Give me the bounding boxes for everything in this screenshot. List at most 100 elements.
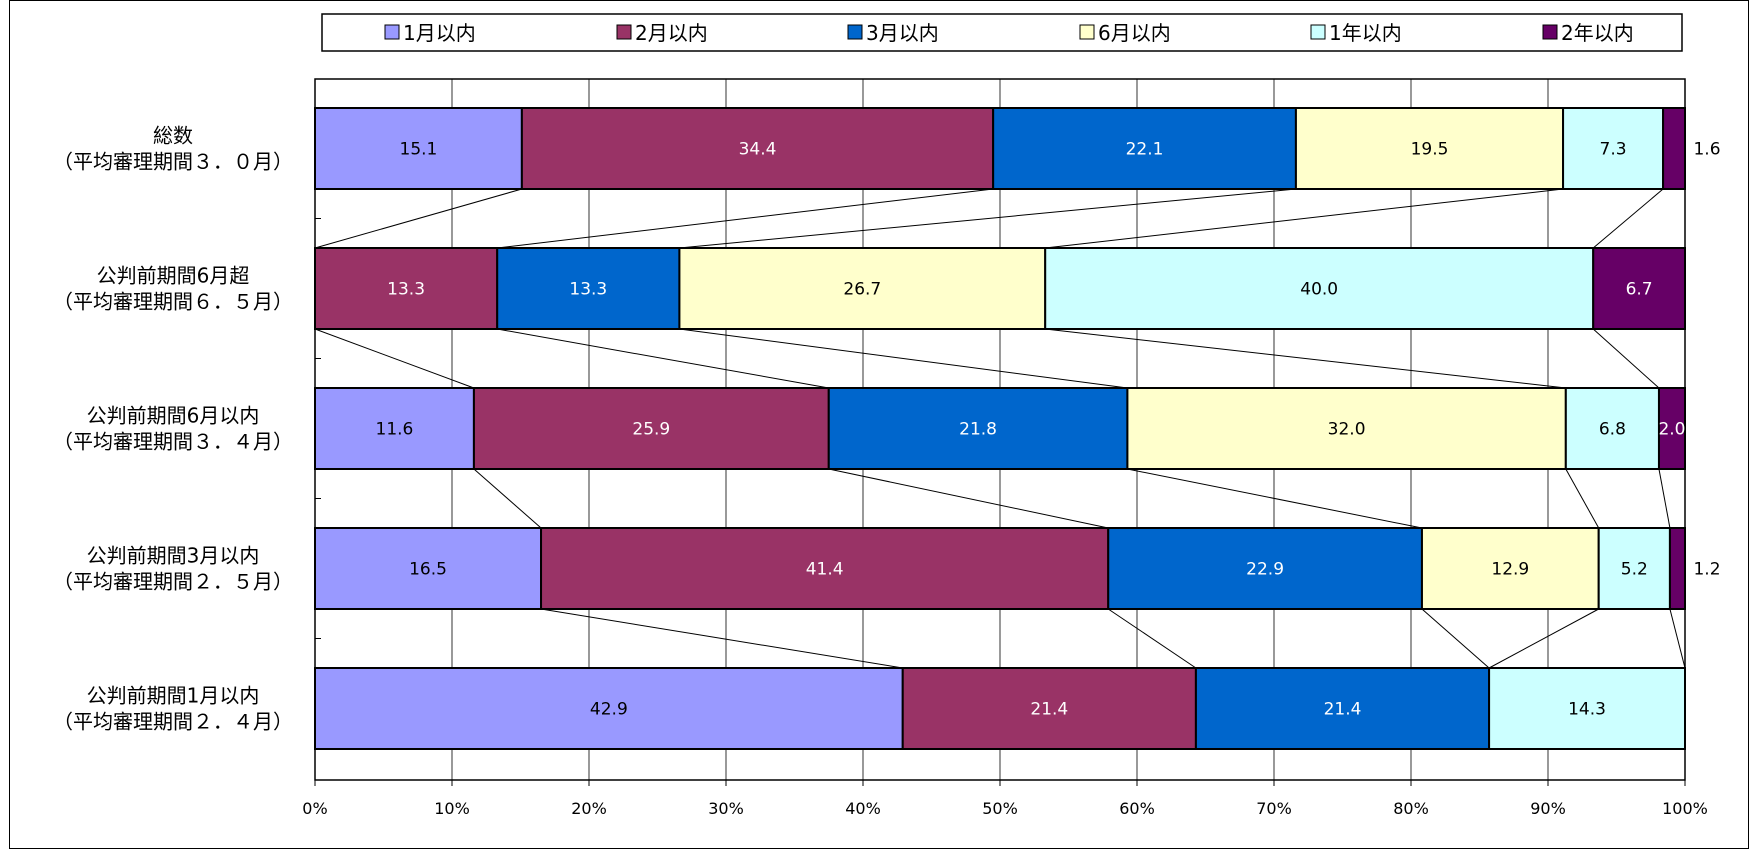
value-label: 34.4 bbox=[739, 140, 777, 160]
connector-line bbox=[1592, 328, 1660, 389]
category-label-line1: 公判前期間6月超 bbox=[97, 264, 250, 288]
connector-line bbox=[1658, 468, 1671, 529]
value-label: 22.1 bbox=[1126, 140, 1164, 160]
connector-line bbox=[1421, 608, 1490, 669]
legend-swatch bbox=[847, 24, 863, 40]
bar-segment bbox=[314, 107, 523, 190]
bar-segment bbox=[314, 667, 904, 750]
bar-segment bbox=[540, 527, 1110, 610]
x-tick-label: 30% bbox=[708, 799, 744, 818]
bar-segment bbox=[1194, 667, 1491, 750]
x-tick-label: 90% bbox=[1530, 799, 1566, 818]
bar-segment bbox=[1107, 527, 1423, 610]
connector-line bbox=[1045, 328, 1566, 389]
category-label-line2: （平均審理期間６．５月） bbox=[53, 290, 293, 314]
x-tick-label: 10% bbox=[434, 799, 470, 818]
bar-segment bbox=[1592, 247, 1686, 330]
bar-segment bbox=[1564, 387, 1660, 470]
bar-segment bbox=[1657, 387, 1686, 470]
legend-label: 6月以内 bbox=[1098, 21, 1171, 45]
legend-label: 1月以内 bbox=[403, 21, 476, 45]
connector-line bbox=[1488, 608, 1599, 669]
bar-segment bbox=[1420, 527, 1600, 610]
legend-swatch bbox=[1310, 24, 1326, 40]
value-label: 6.8 bbox=[1599, 420, 1626, 440]
value-label: 12.9 bbox=[1491, 560, 1529, 580]
connector-line bbox=[497, 328, 829, 389]
category-label-line2: （平均審理期間３．４月） bbox=[53, 430, 293, 454]
series-connector-lines bbox=[314, 188, 1686, 669]
category-label-line1: 公判前期間3月以内 bbox=[87, 544, 260, 568]
category-labels: 総数（平均審理期間３．０月） 公判前期間6月超（平均審理期間６．５月） 公判前期間6… bbox=[53, 124, 293, 734]
value-label: 42.9 bbox=[590, 700, 628, 720]
bar-segment bbox=[496, 247, 681, 330]
connector-line bbox=[1045, 188, 1564, 249]
category-label-line2: （平均審理期間３．０月） bbox=[53, 150, 293, 174]
legend-label: 2月以内 bbox=[635, 21, 708, 45]
value-label: 13.3 bbox=[569, 280, 607, 300]
chart-frame bbox=[9, 0, 1749, 849]
value-label: 32.0 bbox=[1328, 420, 1366, 440]
category-label-line1: 公判前期間6月以内 bbox=[87, 404, 260, 428]
connector-line bbox=[828, 468, 1109, 529]
value-label: 2.0 bbox=[1658, 420, 1685, 440]
bar-segment bbox=[1294, 107, 1565, 190]
connector-line bbox=[1107, 608, 1197, 669]
bar-segment bbox=[1662, 107, 1686, 190]
legend-swatch bbox=[1079, 24, 1095, 40]
value-label: 6.7 bbox=[1626, 280, 1653, 300]
bar-segment bbox=[1562, 107, 1665, 190]
legend-label: 1年以内 bbox=[1329, 21, 1402, 45]
legend-swatch bbox=[616, 24, 632, 40]
value-label: 26.7 bbox=[843, 280, 881, 300]
category-label-line1: 公判前期間1月以内 bbox=[87, 684, 260, 708]
value-label: 15.1 bbox=[400, 140, 438, 160]
bar-segment bbox=[1044, 247, 1595, 330]
value-label: 5.2 bbox=[1621, 560, 1648, 580]
category-label-line1: 総数 bbox=[153, 124, 193, 148]
category-label-line2: （平均審理期間２．５月） bbox=[53, 570, 293, 594]
value-label: 1.6 bbox=[1693, 140, 1720, 160]
x-axis: 0% 10% 20% 30% 40% 50% 60% 70% 80% 90% 100% bbox=[302, 780, 1708, 818]
bar-segment bbox=[1126, 387, 1567, 470]
value-label: 25.9 bbox=[632, 420, 670, 440]
value-label: 1.2 bbox=[1693, 560, 1720, 580]
bar-segment bbox=[520, 107, 995, 190]
value-labels: 15.1 34.4 22.1 19.5 7.3 1.6 13.3 13.3 26.7 40.0 6.… bbox=[376, 140, 1721, 720]
value-label: 21.4 bbox=[1324, 700, 1362, 720]
connector-line bbox=[473, 468, 542, 529]
connector-line bbox=[679, 188, 1296, 249]
x-tick-label: 80% bbox=[1393, 799, 1429, 818]
x-tick-label: 20% bbox=[571, 799, 607, 818]
value-label: 11.6 bbox=[376, 420, 414, 440]
connector-line bbox=[1669, 608, 1686, 669]
legend-swatch bbox=[1542, 24, 1558, 40]
value-label: 16.5 bbox=[409, 560, 447, 580]
legend: 1月以内 2月以内 3月以内 6月以内 1年以内 2年以内 bbox=[321, 13, 1683, 52]
bar-segment bbox=[992, 107, 1297, 190]
bar-segment bbox=[678, 247, 1047, 330]
x-tick-label: 40% bbox=[845, 799, 881, 818]
connector-line bbox=[314, 328, 475, 389]
legend-swatch bbox=[384, 24, 400, 40]
value-label: 21.8 bbox=[959, 420, 997, 440]
connector-line bbox=[1127, 468, 1423, 529]
legend-label: 3月以内 bbox=[866, 21, 939, 45]
x-tick-label: 100% bbox=[1662, 799, 1708, 818]
bar-segment bbox=[1668, 527, 1687, 610]
bar-segment bbox=[314, 527, 543, 610]
bars bbox=[314, 107, 1687, 750]
connector-line bbox=[1565, 468, 1600, 529]
legend-label: 2年以内 bbox=[1561, 21, 1634, 45]
category-label-line2: （平均審理期間２．４月） bbox=[53, 710, 293, 734]
value-label: 21.4 bbox=[1030, 700, 1068, 720]
value-label: 40.0 bbox=[1300, 280, 1338, 300]
bar-segment bbox=[1488, 667, 1686, 750]
connector-line bbox=[314, 188, 523, 249]
connector-line bbox=[497, 188, 994, 249]
connector-line bbox=[540, 608, 903, 669]
connector-line bbox=[679, 328, 1128, 389]
bar-segment bbox=[827, 387, 1129, 470]
